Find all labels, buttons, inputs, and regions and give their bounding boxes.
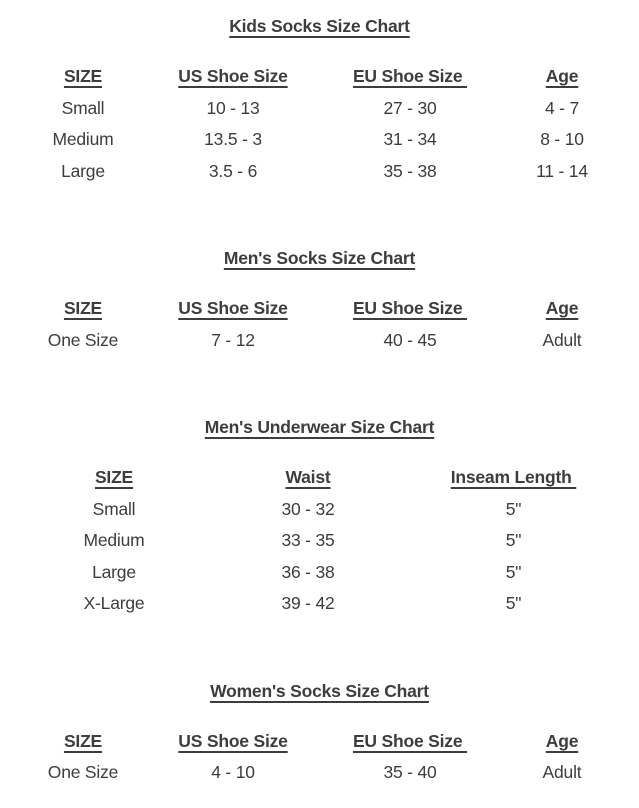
waist-cell: 30 - 32 xyxy=(281,498,335,519)
size-cell: One Size xyxy=(47,329,119,350)
size-cell: Large xyxy=(61,160,105,181)
header-cell-us-shoe-size: US Shoe Size xyxy=(178,298,288,318)
eu-shoe-size-cell: 27 - 30 xyxy=(383,97,437,118)
header-row: SIZE US Shoe Size EU Shoe Size Age xyxy=(0,61,604,93)
inseam-length-cell: 5" xyxy=(505,498,522,519)
eu-shoe-size-cell: 35 - 38 xyxy=(383,160,437,181)
waist-cell: 36 - 38 xyxy=(281,561,335,582)
inseam-length-cell: 5" xyxy=(505,530,522,550)
mens-socks-chart-title: Men's Socks Size Chart xyxy=(0,243,639,275)
header-cell-age: Age xyxy=(545,730,579,751)
chart-title-text: Women's Socks Size Chart xyxy=(210,680,429,701)
header-cell-eu-shoe-size: EU Shoe Size xyxy=(352,730,468,751)
mens-underwear-chart-title: Men's Underwear Size Chart xyxy=(0,412,639,444)
header-cell-size: SIZE xyxy=(63,730,103,751)
header-cell-age: Age xyxy=(545,66,579,86)
us-shoe-size-cell: 3.5 - 6 xyxy=(208,160,258,181)
kids-socks-chart-title: Kids Socks Size Chart xyxy=(0,11,639,43)
table-row: Small 30 - 32 5" xyxy=(0,494,639,526)
mens-underwear-chart: Men's Underwear Size Chart SIZE Waist In… xyxy=(0,412,639,620)
table-row: Medium 33 - 35 5" xyxy=(0,525,639,557)
womens-socks-chart: Women's Socks Size Chart SIZE US Shoe Si… xyxy=(0,676,639,789)
age-cell: 11 - 14 xyxy=(536,160,588,181)
header-row: SIZE US Shoe Size EU Shoe Size Age xyxy=(0,726,604,758)
inseam-length-cell: 5" xyxy=(505,561,522,582)
header-cell-eu-shoe-size: EU Shoe Size xyxy=(352,298,468,318)
waist-cell: 33 - 35 xyxy=(281,530,335,550)
header-cell-us-shoe-size: US Shoe Size xyxy=(178,730,288,751)
mens-socks-table: SIZE US Shoe Size EU Shoe Size Age One S… xyxy=(0,293,604,356)
table-row: One Size 7 - 12 40 - 45 Adult xyxy=(0,325,604,357)
eu-shoe-size-cell: 35 - 40 xyxy=(383,762,437,782)
size-charts-document: Kids Socks Size Chart SIZE US Shoe Size … xyxy=(0,11,639,789)
header-cell-inseam-length: Inseam Length xyxy=(450,467,577,487)
table-row: Large 3.5 - 6 35 - 38 11 - 14 xyxy=(0,156,604,188)
womens-socks-table: SIZE US Shoe Size EU Shoe Size Age One S… xyxy=(0,726,604,789)
header-cell-eu-shoe-size: EU Shoe Size xyxy=(352,66,468,86)
header-cell-waist: Waist xyxy=(285,467,331,487)
us-shoe-size-cell: 10 - 13 xyxy=(206,97,260,118)
chart-title-text: Men's Socks Size Chart xyxy=(223,248,416,268)
table-row: Medium 13.5 - 3 31 - 34 8 - 10 xyxy=(0,124,604,156)
header-cell-us-shoe-size: US Shoe Size xyxy=(178,66,288,86)
header-row: SIZE US Shoe Size EU Shoe Size Age xyxy=(0,293,604,325)
table-row: Large 36 - 38 5" xyxy=(0,557,639,589)
header-cell-size: SIZE xyxy=(94,467,134,487)
age-cell: 4 - 7 xyxy=(544,97,580,118)
waist-cell: 39 - 42 xyxy=(281,593,335,613)
kids-socks-table: SIZE US Shoe Size EU Shoe Size Age Small… xyxy=(0,61,604,187)
table-row: One Size 4 - 10 35 - 40 Adult xyxy=(0,757,604,789)
chart-title-text: Men's Underwear Size Chart xyxy=(204,417,435,437)
kids-socks-chart: Kids Socks Size Chart SIZE US Shoe Size … xyxy=(0,11,639,187)
age-cell: Adult xyxy=(542,329,582,350)
us-shoe-size-cell: 13.5 - 3 xyxy=(204,129,262,149)
table-row: Small 10 - 13 27 - 30 4 - 7 xyxy=(0,93,604,125)
size-cell: Medium xyxy=(83,530,145,550)
inseam-length-cell: 5" xyxy=(505,593,522,613)
age-cell: 8 - 10 xyxy=(540,129,584,149)
chart-title-text: Kids Socks Size Chart xyxy=(229,16,410,36)
table-row: X-Large 39 - 42 5" xyxy=(0,588,639,620)
size-cell: One Size xyxy=(47,762,119,782)
header-cell-size: SIZE xyxy=(63,66,103,86)
eu-shoe-size-cell: 40 - 45 xyxy=(383,329,437,350)
us-shoe-size-cell: 4 - 10 xyxy=(211,762,255,782)
womens-socks-chart-title: Women's Socks Size Chart xyxy=(0,676,639,708)
header-cell-size: SIZE xyxy=(63,298,103,318)
mens-underwear-table: SIZE Waist Inseam Length Small 30 - 32 5… xyxy=(0,462,639,620)
eu-shoe-size-cell: 31 - 34 xyxy=(383,129,437,149)
header-row: SIZE Waist Inseam Length xyxy=(0,462,639,494)
size-cell: Small xyxy=(61,97,105,118)
size-cell: X-Large xyxy=(83,593,145,613)
size-cell: Medium xyxy=(52,129,114,149)
header-cell-age: Age xyxy=(545,298,579,318)
mens-socks-chart: Men's Socks Size Chart SIZE US Shoe Size… xyxy=(0,243,639,356)
size-cell: Small xyxy=(92,498,136,519)
size-cell: Large xyxy=(92,561,136,582)
age-cell: Adult xyxy=(542,762,582,782)
us-shoe-size-cell: 7 - 12 xyxy=(211,329,255,350)
